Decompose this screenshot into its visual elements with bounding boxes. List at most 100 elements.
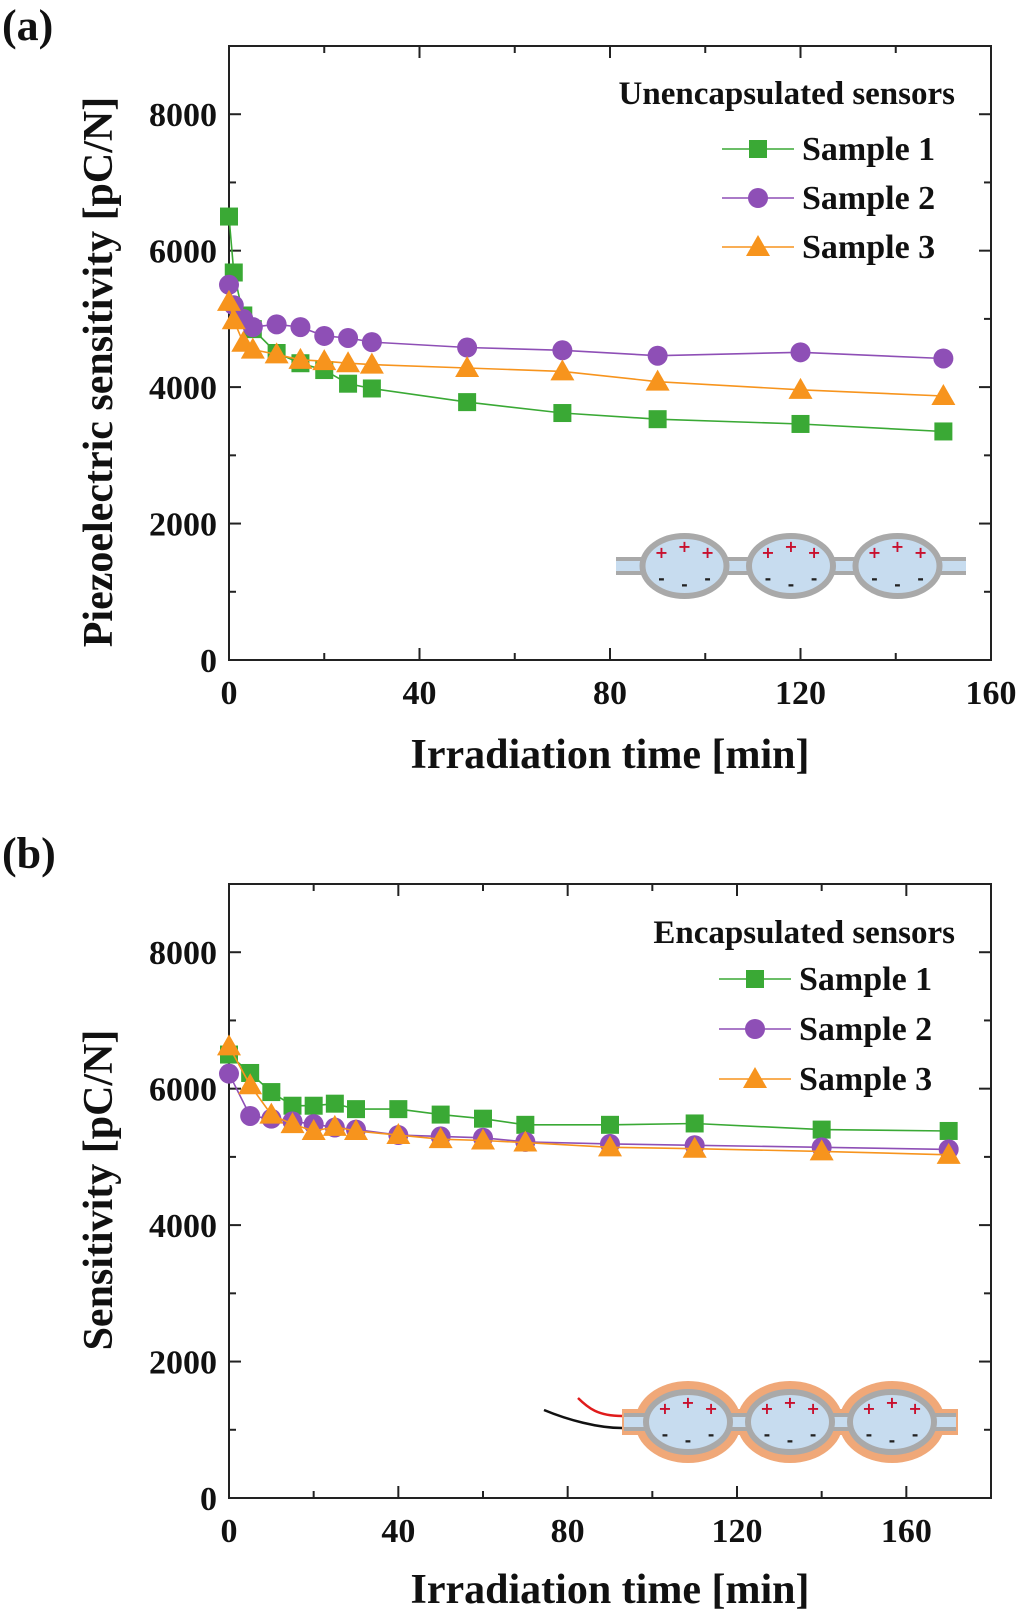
minus-charge: - <box>681 575 688 594</box>
legend-swatch-marker-1 <box>746 970 764 988</box>
series-2-point <box>361 332 382 353</box>
series-1-point <box>339 374 358 393</box>
series-2-point <box>240 1105 261 1126</box>
plus-charge: + <box>783 1393 796 1412</box>
minus-charge: - <box>866 1425 873 1444</box>
series-1-point <box>791 414 810 433</box>
minus-charge: - <box>889 1431 896 1450</box>
series-3-point <box>550 359 575 381</box>
minus-charge: - <box>917 569 924 588</box>
series-1-point <box>362 379 381 398</box>
panel-a-x-axis-label: Irradiation time [min] <box>411 732 810 778</box>
y-tick-label: 0 <box>200 643 217 680</box>
series-2-point <box>790 342 811 363</box>
void-cell <box>639 533 730 599</box>
series-1-point <box>648 410 667 429</box>
panel-a-legend-swatches <box>722 140 794 256</box>
y-tick-label: 4000 <box>149 1208 217 1245</box>
plus-charge: + <box>908 1399 921 1418</box>
y-tick-label: 2000 <box>149 507 217 544</box>
void-cell <box>852 533 943 599</box>
series-1-point <box>934 422 953 441</box>
x-tick-label: 40 <box>381 1513 415 1550</box>
y-tick-label: 6000 <box>149 234 217 271</box>
series-3-point <box>312 349 337 371</box>
panel-a: (a) 0 40 80 120 160 0 2000 4000 6000 8000 Irradi… <box>2 1 1017 778</box>
plus-charge: + <box>704 1399 717 1418</box>
minus-charge: - <box>810 1425 817 1444</box>
series-3-point <box>809 1139 834 1161</box>
panel-a-legend-sample-2: Sample 2 <box>802 180 935 217</box>
series-3-point <box>428 1127 453 1149</box>
plus-charge: + <box>655 543 668 562</box>
series-1-point <box>601 1115 619 1134</box>
series-3-point <box>931 383 956 405</box>
x-tick-label: 40 <box>403 675 437 712</box>
series-3-point <box>217 1034 241 1056</box>
minus-charge: - <box>811 569 818 588</box>
panel-b-legend-swatches <box>719 970 791 1088</box>
series-3 <box>217 1034 961 1164</box>
legend-swatch-marker-3 <box>743 1067 767 1088</box>
series-2 <box>219 274 954 369</box>
plus-charge: + <box>914 543 927 562</box>
series-3-point <box>301 1118 326 1140</box>
series-3-point <box>322 1114 347 1136</box>
series-3-point <box>336 351 361 373</box>
panel-b: (b) 0 40 80 120 160 0 2000 4000 6000 8000 Irradi… <box>2 829 992 1613</box>
series-1-point <box>431 1105 450 1124</box>
series-3-line <box>228 301 944 397</box>
legend-swatch-marker-2 <box>745 1019 765 1039</box>
legend-swatch-marker-1 <box>749 140 767 158</box>
series-1-point <box>325 1094 344 1113</box>
series-2-point <box>314 325 335 346</box>
x-tick-label: 80 <box>593 675 627 712</box>
panel-b-y-axis-label: Sensitivity [pC/N] <box>76 1030 122 1351</box>
series-3-point <box>259 1102 284 1124</box>
void-cell <box>745 1389 835 1455</box>
minus-charge: - <box>662 1425 669 1444</box>
plus-charge: + <box>868 543 881 562</box>
panel-a-legend-sample-3: Sample 3 <box>802 229 935 266</box>
panel-b-legend-sample-2: Sample 2 <box>799 1011 932 1048</box>
panel-a-series <box>217 207 956 441</box>
minus-charge: - <box>894 575 901 594</box>
series-3-point <box>280 1112 305 1134</box>
series-2-point <box>219 274 239 295</box>
series-3-point <box>386 1123 411 1145</box>
panel-a-ferroelectret-inset: +-+-+-+-+-+-+-+-+- <box>616 533 966 599</box>
series-2-point <box>290 317 311 338</box>
plus-charge: + <box>806 1399 819 1418</box>
series-1-point <box>685 1114 704 1133</box>
series-1 <box>220 1045 958 1140</box>
series-1-point <box>516 1115 535 1134</box>
plus-charge: + <box>761 543 774 562</box>
y-tick-label: 8000 <box>149 935 217 972</box>
void-cell <box>643 1389 733 1455</box>
plus-charge: + <box>658 1399 671 1418</box>
series-3-point <box>936 1142 961 1164</box>
panel-b-letter: (b) <box>2 829 56 878</box>
series-3-point <box>513 1130 538 1152</box>
series-1-point <box>812 1120 831 1139</box>
series-1-point <box>553 404 572 423</box>
series-3-point <box>471 1128 495 1150</box>
plus-charge: + <box>678 537 691 556</box>
y-tick-label: 0 <box>200 1481 217 1518</box>
series-2-point <box>552 340 573 361</box>
panel-a-legend-sample-1: Sample 1 <box>802 131 935 168</box>
minus-charge: - <box>871 569 878 588</box>
minus-charge: - <box>765 569 772 588</box>
panel-b-ticks <box>228 883 992 1499</box>
series-2-point <box>457 337 478 358</box>
x-tick-label: 80 <box>551 1513 585 1550</box>
y-tick-label: 8000 <box>149 97 217 134</box>
legend-swatch-marker-2 <box>748 188 768 208</box>
x-tick-label: 120 <box>712 1513 763 1550</box>
series-3-point <box>344 1118 368 1140</box>
series-3-point <box>238 1073 263 1095</box>
plus-charge: + <box>681 1393 694 1412</box>
panel-b-legend-title: Encapsulated sensors <box>653 915 955 951</box>
series-2-point <box>933 348 954 369</box>
plus-charge: + <box>807 543 820 562</box>
